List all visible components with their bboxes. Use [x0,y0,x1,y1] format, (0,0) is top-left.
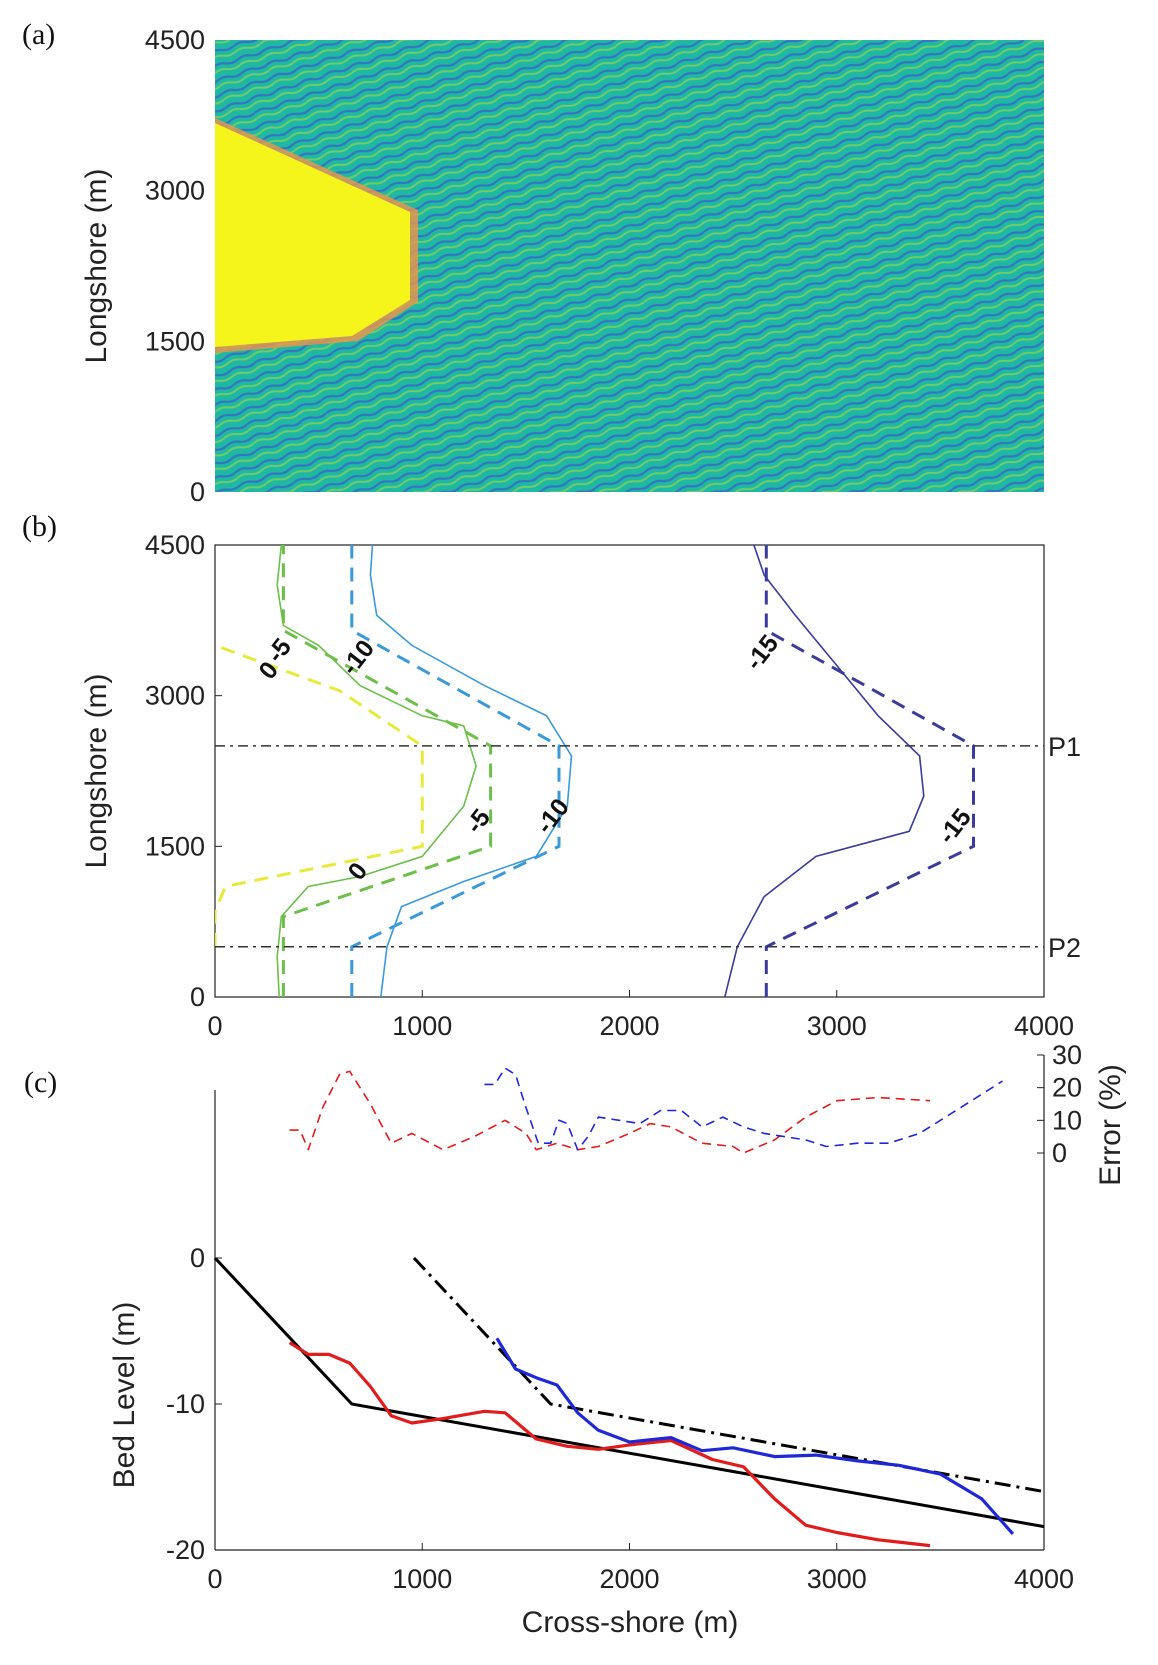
panel-a-ytick: 3000 [145,176,205,206]
panel-b-xtick: 2000 [599,1011,659,1041]
panel-c-ylabel-right: Error (%) [1094,1064,1127,1186]
panel-b-xtick: 3000 [807,1011,867,1041]
series-modelled--15 [724,545,925,997]
series-error-P1 [484,1067,1003,1151]
panel-a-ylabel: Longshore (m) [80,168,113,363]
series-initial-P2 [213,1256,1045,1529]
panel-c-xtick: 0 [207,1564,222,1594]
series-modelled--5 [276,545,477,997]
panel-b-ylabel: Longshore (m) [80,673,113,868]
panel-b-ytick: 0 [190,982,205,1012]
panel-b-xtick: 4000 [1014,1011,1074,1041]
panel-c-xtick: 3000 [807,1564,867,1594]
series-initial--15 [764,545,975,997]
series-initial-0 [215,643,424,947]
panel-c-ytick: -10 [166,1389,205,1419]
series-initial--10 [350,545,561,997]
panel-c-ytick-right: 10 [1052,1105,1082,1135]
panel-a: 0 1500 3000 4500 Longshore (m) [80,25,1044,507]
panel-c-xlabel: Cross-shore (m) [522,1606,739,1639]
panel-b-xtick: 1000 [392,1011,452,1041]
profile-label: P1 [1048,732,1081,762]
panel-c-plot [213,1067,1045,1548]
panel-b-label: (b) [22,510,57,543]
panel-c-ytick: 0 [190,1243,205,1273]
series-modelled-P1 [495,1337,1015,1535]
panel-c-ytick: -20 [166,1535,205,1565]
headland-land [215,123,410,347]
panel-c-ytick-right: 30 [1052,1040,1082,1070]
panel-a-label: (a) [22,18,55,51]
series-initial--5 [281,545,493,997]
panel-c-ylabel: Bed Level (m) [108,1302,141,1489]
panel-b-frame [214,544,1045,998]
panel-a-ytick: 1500 [145,326,205,356]
panel-b-plot [215,545,1044,997]
panel-a-ytick: 0 [190,477,205,507]
panel-b-axes: P1 P2 0 1000 2000 3000 4000 0 1500 3000 4500 [145,530,1081,1041]
panel-b-ytick: 4500 [145,530,205,560]
panel-c-ytick-right: 20 [1052,1073,1082,1103]
panel-b-ytick: 1500 [145,831,205,861]
panel-c-label: (c) [24,1066,57,1099]
series-modelled--10 [369,545,573,997]
panel-c-xtick: 4000 [1014,1564,1074,1594]
panel-c-xtick: 2000 [599,1564,659,1594]
panel-c-ytick-right: 0 [1052,1138,1067,1168]
profile-label: P2 [1048,933,1081,963]
series-error-P2 [289,1070,931,1154]
panel-c-xtick: 1000 [392,1564,452,1594]
series-modelled-P2 [288,1341,931,1548]
panel-a-ytick: 4500 [145,25,205,55]
panel-b-xtick: 0 [207,1011,222,1041]
series-initial-P1 [412,1256,1045,1494]
panel-b-ytick: 3000 [145,681,205,711]
panel-a-y-axis: 0 1500 3000 4500 [145,25,205,507]
